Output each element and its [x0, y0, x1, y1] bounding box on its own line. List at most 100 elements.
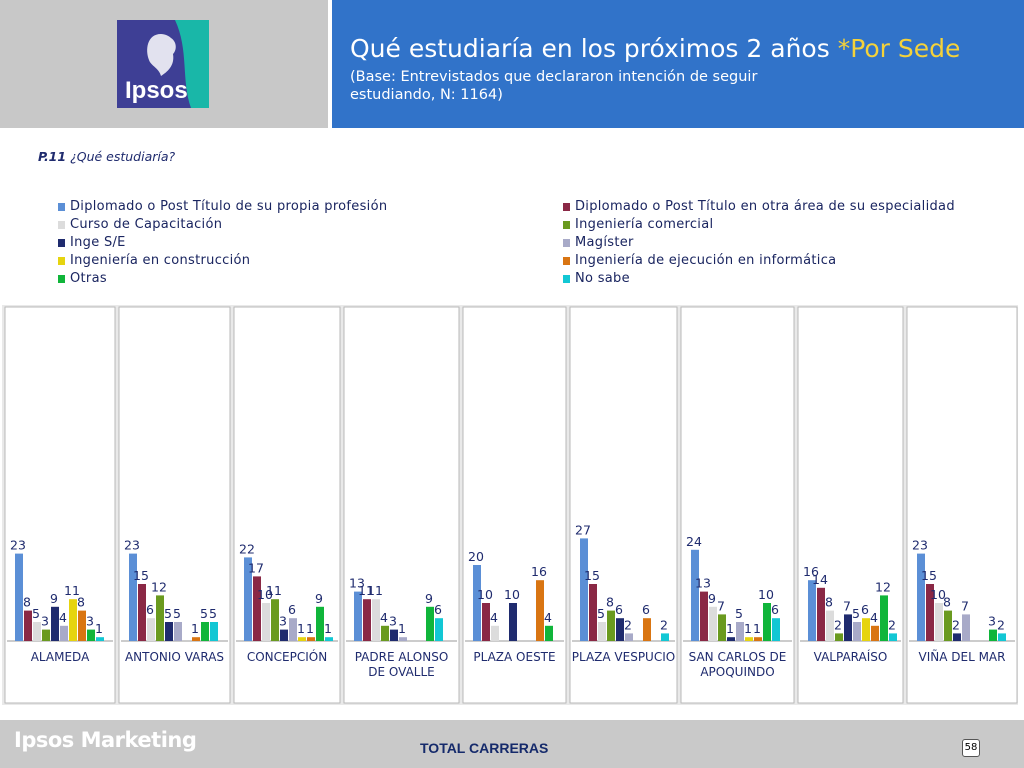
data-label: 13	[695, 576, 711, 591]
bar	[298, 637, 306, 641]
data-label: 24	[686, 534, 702, 549]
bar	[399, 637, 407, 641]
data-label: 16	[531, 564, 547, 579]
legend-swatch	[58, 203, 65, 211]
category-label: APOQUINDO	[700, 665, 774, 679]
slide-title-accent: *Por Sede	[837, 34, 961, 63]
bar	[96, 637, 104, 641]
bar	[372, 599, 380, 641]
bar	[835, 633, 843, 641]
data-label: 2	[834, 617, 842, 632]
chart-panel	[4, 306, 116, 704]
data-label: 8	[77, 595, 85, 610]
legend-swatch	[58, 275, 65, 283]
category-label: CONCEPCIÓN	[247, 649, 327, 664]
data-label: 7	[843, 598, 851, 613]
data-label: 6	[434, 602, 442, 617]
bar	[727, 637, 735, 641]
data-label: 11	[358, 583, 374, 598]
chart-panel	[118, 306, 231, 704]
category-label: DE OVALLE	[368, 665, 434, 679]
bar	[138, 584, 146, 641]
legend-swatch	[563, 257, 570, 265]
data-label: 22	[239, 541, 255, 556]
bar	[989, 629, 997, 641]
data-label: 12	[875, 579, 891, 594]
data-label: 1	[744, 621, 752, 636]
data-label: 11	[266, 583, 282, 598]
category-label: ALAMEDA	[31, 650, 90, 664]
bar	[589, 584, 597, 641]
data-label: 4	[59, 610, 67, 625]
bar	[926, 584, 934, 641]
category-label: ANTONIO VARAS	[125, 650, 224, 664]
bar	[736, 622, 744, 641]
data-label: 5	[164, 606, 172, 621]
bar	[78, 610, 86, 641]
bar	[51, 606, 59, 641]
bar	[944, 610, 952, 641]
bar	[473, 565, 481, 641]
bar	[700, 591, 708, 641]
bar	[435, 618, 443, 641]
data-label: 1	[191, 621, 199, 636]
data-label: 10	[257, 587, 273, 602]
data-label: 27	[575, 522, 591, 537]
bar	[165, 622, 173, 641]
bar	[853, 622, 861, 641]
data-label: 8	[825, 595, 833, 610]
category-label: PADRE ALONSO	[355, 650, 449, 664]
data-label: 3	[988, 614, 996, 629]
data-label: 1	[297, 621, 305, 636]
data-label: 23	[10, 538, 26, 553]
legend-label: Ingeniería en construcción	[70, 253, 251, 268]
data-label: 3	[279, 614, 287, 629]
bar	[354, 591, 362, 641]
bar	[643, 618, 651, 641]
data-label: 2	[997, 617, 1005, 632]
chart-panel	[797, 306, 904, 704]
legend-swatch	[563, 203, 570, 211]
legend-label: Inge S/E	[70, 235, 126, 250]
slide-title-main: Qué estudiaría en los próximos 2 años	[350, 34, 838, 63]
legend-swatch	[58, 239, 65, 247]
data-label: 5	[200, 606, 208, 621]
data-label: 9	[425, 591, 433, 606]
data-label: 6	[861, 602, 869, 617]
data-label: 4	[544, 610, 552, 625]
data-label: 2	[952, 617, 960, 632]
bar	[390, 629, 398, 641]
data-label: 10	[930, 587, 946, 602]
bar	[580, 538, 588, 641]
bar	[381, 625, 389, 641]
data-label: 3	[41, 614, 49, 629]
legend-swatch	[58, 221, 65, 229]
bar	[147, 618, 155, 641]
bar	[862, 618, 870, 641]
bar	[262, 603, 270, 641]
bar	[889, 633, 897, 641]
legend-swatch	[563, 275, 570, 283]
bar	[244, 557, 252, 641]
legend-swatch	[563, 221, 570, 229]
bar	[625, 633, 633, 641]
data-label: 23	[124, 538, 140, 553]
bar	[289, 618, 297, 641]
data-label: 17	[248, 560, 264, 575]
data-label: 2	[660, 617, 668, 632]
legend-label: Magíster	[575, 235, 634, 250]
data-label: 2	[624, 617, 632, 632]
bar	[871, 625, 879, 641]
bar	[536, 580, 544, 641]
footer: Ipsos Marketing TOTAL CARRERAS 58	[0, 720, 1024, 768]
data-label: 1	[398, 621, 406, 636]
bar	[953, 633, 961, 641]
bar	[607, 610, 615, 641]
data-label: 5	[735, 606, 743, 621]
bar	[772, 618, 780, 641]
category-label: VIÑA DEL MAR	[919, 649, 1006, 664]
logo-head-silhouette	[147, 34, 176, 76]
bar	[709, 606, 717, 641]
chart-panel	[233, 306, 341, 704]
